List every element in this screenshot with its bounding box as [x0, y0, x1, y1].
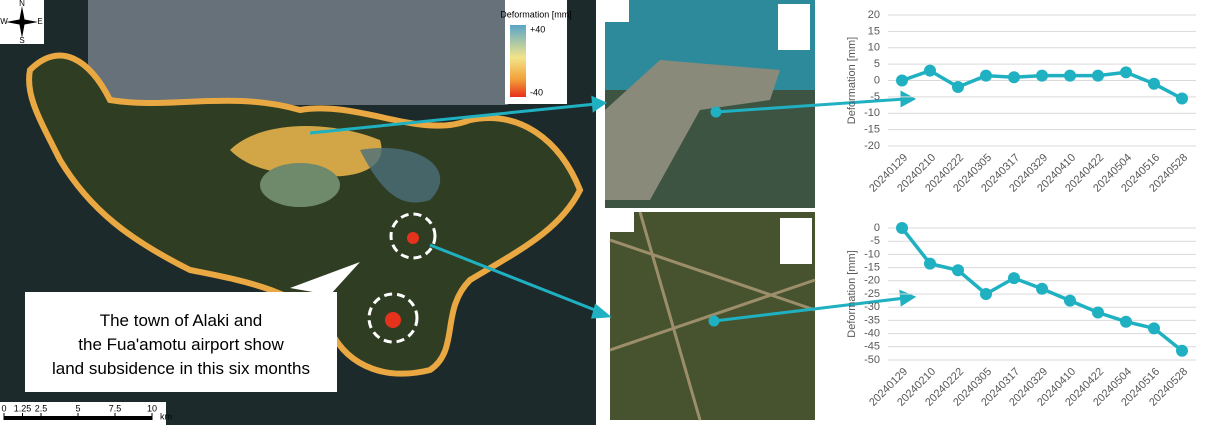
y-tick-label: -10 [864, 107, 880, 119]
data-point [1008, 71, 1020, 84]
legend-min: -40 [530, 87, 543, 97]
line-chart: -50-45-40-35-30-25-20-15-10-50Deformatio… [846, 222, 1196, 409]
y-tick-label: -35 [864, 314, 880, 326]
inset-top [605, 0, 815, 208]
data-point [1148, 77, 1160, 90]
data-point [1176, 92, 1188, 105]
compass-label: E [37, 17, 42, 26]
y-tick-label: -40 [864, 328, 880, 340]
connectors [309, 90, 917, 327]
data-point [952, 81, 964, 94]
data-point [924, 257, 936, 270]
data-point [896, 222, 908, 234]
compass-label: W [0, 17, 8, 26]
data-point [1148, 322, 1160, 335]
y-tick-label: -20 [864, 140, 880, 152]
data-point [1120, 66, 1132, 79]
data-point [1120, 315, 1132, 328]
scale-label: 0 [1, 403, 6, 413]
y-tick-label: 0 [874, 74, 880, 86]
y-axis-label: Deformation [mm] [846, 37, 858, 124]
data-point [1176, 344, 1188, 357]
y-tick-label: -30 [864, 301, 880, 313]
y-tick-label: -10 [864, 248, 880, 260]
data-point [952, 264, 964, 277]
data-point [980, 288, 992, 300]
y-tick-label: -15 [864, 262, 880, 274]
y-tick-label: 15 [868, 25, 880, 37]
callout-text: The town of Alaki and the Fua'amotu airpo… [52, 311, 310, 378]
y-tick-label: -50 [864, 354, 880, 366]
y-tick-label: -25 [864, 288, 880, 300]
data-point [1064, 294, 1076, 307]
data-point [1008, 272, 1020, 285]
y-tick-label: -45 [864, 341, 880, 353]
scale-label: 5 [75, 403, 80, 413]
y-tick-label: -15 [864, 124, 880, 136]
legend-max: +40 [530, 24, 545, 34]
compass-label: S [19, 36, 24, 45]
data-point [1092, 306, 1104, 319]
y-tick-label: 0 [874, 222, 880, 234]
scale-label: 2.5 [35, 403, 48, 413]
data-point [1036, 69, 1048, 82]
y-tick-label: 20 [868, 9, 880, 21]
compass-label: N [19, 0, 25, 8]
y-tick-label: 5 [874, 58, 880, 70]
legend-title: Deformation [mm] [500, 9, 572, 19]
data-point [980, 69, 992, 82]
scale-label: 1.25 [14, 403, 32, 413]
scale-unit: km [160, 411, 172, 421]
data-point [924, 64, 936, 77]
map: The town of Alaki and the Fua'amotu airpo… [0, 0, 596, 425]
data-point [1036, 282, 1048, 295]
y-tick-label: -5 [870, 235, 880, 247]
y-tick-label: 10 [868, 42, 880, 54]
data-point [1064, 69, 1076, 82]
scale-label: 10 [147, 403, 157, 413]
y-tick-label: -5 [870, 91, 880, 103]
scale-label: 7.5 [109, 403, 122, 413]
y-axis-label: Deformation [mm] [846, 250, 858, 337]
data-point [896, 74, 908, 87]
y-tick-label: -20 [864, 275, 880, 287]
data-point [1092, 69, 1104, 82]
